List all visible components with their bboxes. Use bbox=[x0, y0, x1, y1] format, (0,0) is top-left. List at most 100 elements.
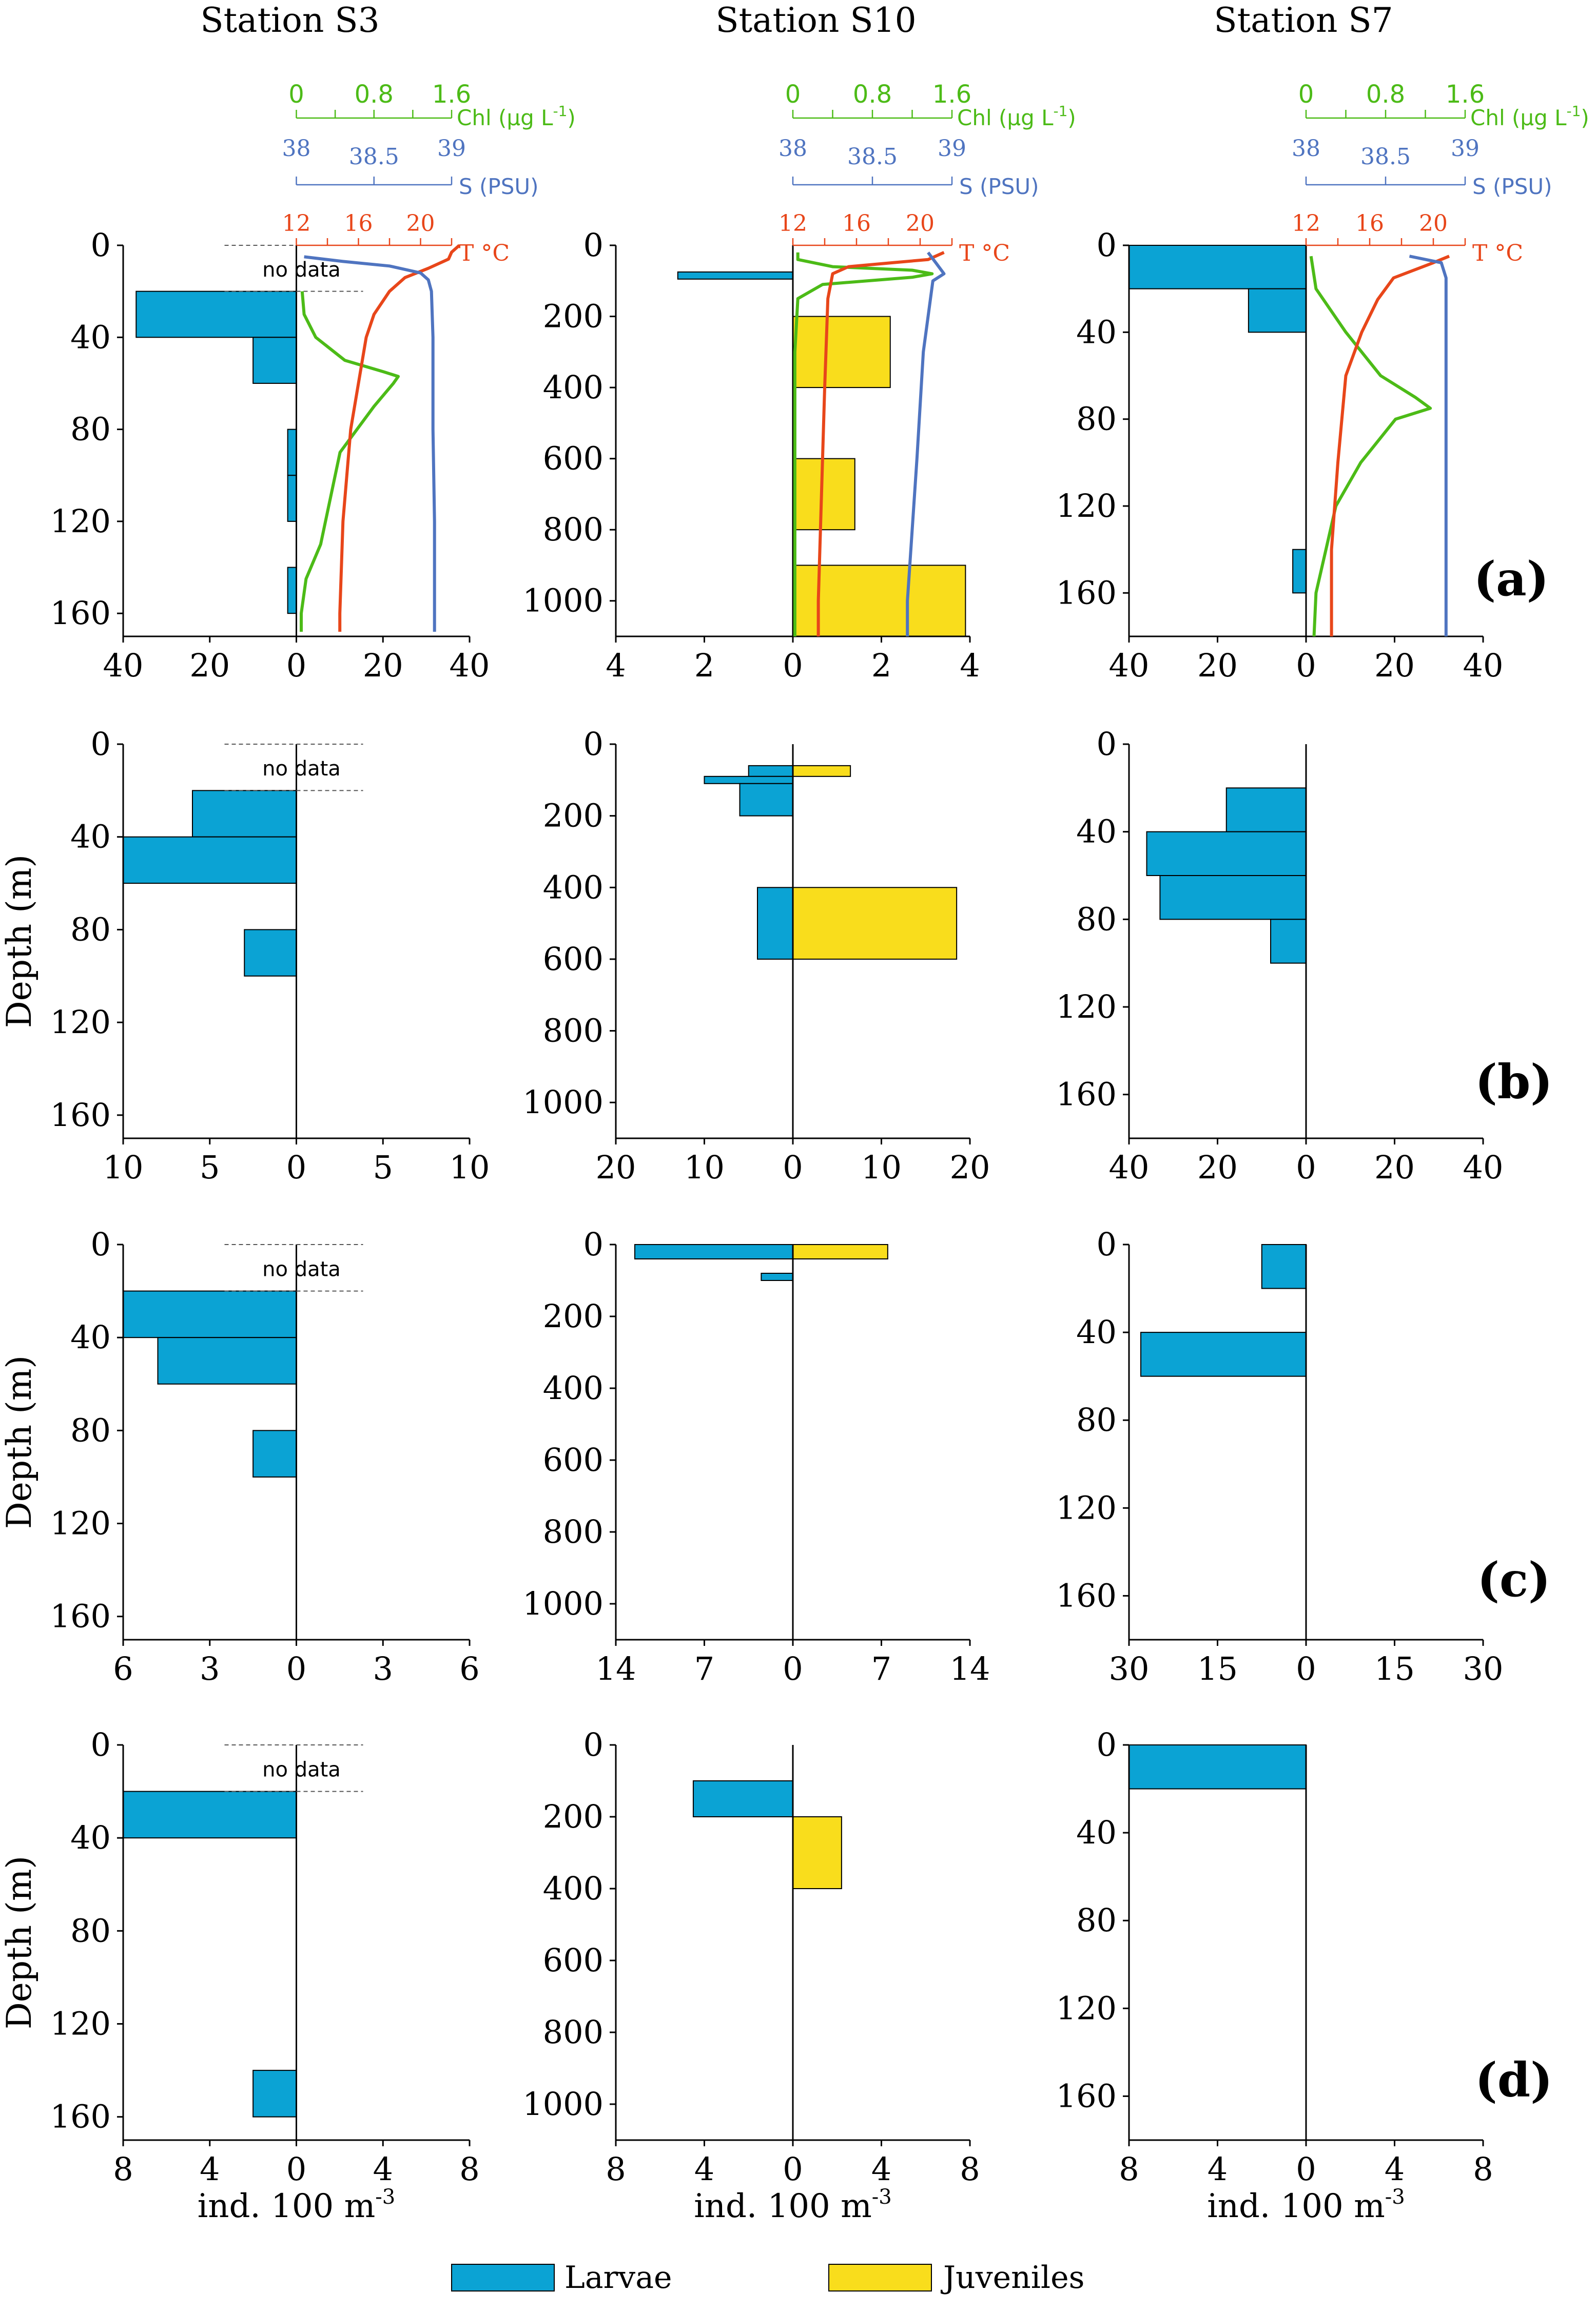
y-tick-label: 40 bbox=[70, 1819, 111, 1856]
x-tick-label: 4 bbox=[1208, 2150, 1228, 2188]
y-tick-label: 600 bbox=[543, 440, 604, 477]
y-tick-label: 160 bbox=[50, 1096, 111, 1134]
x-tick-label: 40 bbox=[1109, 647, 1150, 684]
chl-axis-title-part: -1 bbox=[1566, 103, 1581, 120]
x-tick-label: 7 bbox=[871, 1650, 891, 1687]
sal-tick-label: 39 bbox=[437, 135, 466, 162]
larvae-bar bbox=[761, 1273, 793, 1281]
x-tick-label: 4 bbox=[373, 2150, 393, 2188]
y-tick-label: 1000 bbox=[522, 2085, 604, 2123]
x-tick-label: 10 bbox=[450, 1149, 490, 1186]
temperature-profile-line bbox=[816, 251, 945, 636]
y-tick-label: 40 bbox=[70, 818, 111, 856]
y-tick-label: 80 bbox=[70, 1912, 111, 1949]
station-title-s7: Station S7 bbox=[1214, 1, 1393, 40]
x-tick-label: 4 bbox=[871, 2150, 891, 2188]
x-tick-label: 5 bbox=[373, 1149, 393, 1186]
larvae-bar bbox=[1140, 1332, 1307, 1377]
no-data-label: no data bbox=[262, 258, 341, 282]
chl-axis-title-part: Chl (μg L bbox=[457, 105, 553, 130]
x-tick-label: 40 bbox=[1463, 1149, 1504, 1186]
sal-tick-label: 38.5 bbox=[1360, 144, 1411, 170]
y-tick-label: 160 bbox=[50, 2098, 111, 2135]
y-tick-label: 120 bbox=[50, 1003, 111, 1041]
temp-tick-label: 20 bbox=[406, 210, 435, 237]
juveniles-bar bbox=[792, 565, 966, 637]
larvae-bar bbox=[287, 429, 297, 476]
larvae-bar bbox=[1261, 1244, 1307, 1289]
juveniles-bar bbox=[792, 458, 855, 531]
y-tick-label: 160 bbox=[50, 1598, 111, 1635]
salinity-profile-line bbox=[906, 251, 946, 636]
chlorophyll-profile-line bbox=[1309, 256, 1432, 637]
y-tick-label: 120 bbox=[1056, 487, 1117, 525]
y-tick-label: 80 bbox=[70, 1411, 111, 1449]
chlorophyll-profile-line bbox=[300, 291, 400, 632]
juveniles-bar bbox=[792, 765, 851, 777]
chl-axis-title-part: Chl (μg L bbox=[957, 105, 1054, 130]
y-tick-label: 40 bbox=[1076, 813, 1117, 850]
y-tick-label: 400 bbox=[543, 368, 604, 406]
y-tick-label: 800 bbox=[543, 1513, 604, 1550]
x-tick-label: 8 bbox=[1119, 2150, 1139, 2188]
juveniles-bar bbox=[792, 1244, 888, 1259]
larvae-bar bbox=[123, 1290, 297, 1338]
y-axis-title: Depth (m) bbox=[0, 1856, 39, 2029]
y-tick-label: 120 bbox=[50, 1505, 111, 1542]
temp-tick-label: 16 bbox=[842, 210, 871, 237]
x-tick-label: 0 bbox=[286, 1650, 306, 1687]
larvae-bar bbox=[287, 567, 297, 614]
y-tick-label: 0 bbox=[583, 725, 604, 763]
larvae-bar bbox=[1248, 288, 1307, 333]
no-data-label: no data bbox=[262, 757, 341, 781]
larvae-bar bbox=[244, 929, 297, 977]
juveniles-bar bbox=[792, 1816, 842, 1889]
y-tick-label: 400 bbox=[543, 868, 604, 906]
y-tick-label: 0 bbox=[583, 1226, 604, 1263]
y-tick-label: 80 bbox=[1076, 1401, 1117, 1439]
chl-axis-title: Chl (μg L-1) bbox=[457, 103, 576, 130]
sal-tick-label: 39 bbox=[938, 135, 966, 162]
x-tick-label: 8 bbox=[960, 2150, 980, 2188]
x-tick-label: 0 bbox=[1296, 1650, 1316, 1687]
y-tick-label: 160 bbox=[50, 594, 111, 632]
larvae-bar bbox=[692, 1780, 793, 1817]
y-tick-label: 120 bbox=[1056, 1989, 1117, 2027]
chl-tick-label: 1.6 bbox=[432, 80, 471, 109]
larvae-bar bbox=[287, 475, 297, 522]
chl-axis-title-part: -1 bbox=[553, 103, 567, 120]
x-tick-label: 0 bbox=[286, 647, 306, 684]
y-tick-label: 0 bbox=[91, 1226, 111, 1263]
y-tick-label: 400 bbox=[543, 1369, 604, 1407]
x-tick-label: 8 bbox=[1473, 2150, 1493, 2188]
y-tick-label: 0 bbox=[583, 1726, 604, 1763]
y-tick-label: 200 bbox=[543, 797, 604, 834]
y-tick-label: 40 bbox=[70, 318, 111, 356]
y-tick-label: 120 bbox=[1056, 1489, 1117, 1526]
x-tick-label: 0 bbox=[783, 1149, 803, 1186]
x-tick-label: 0 bbox=[783, 647, 803, 684]
x-tick-label: 0 bbox=[286, 2150, 306, 2188]
salinity-profile-line bbox=[1409, 255, 1448, 636]
x-tick-label: 8 bbox=[459, 2150, 479, 2188]
temperature-profile-line bbox=[338, 244, 461, 632]
x-tick-label: 7 bbox=[694, 1650, 714, 1687]
y-axis-title: Depth (m) bbox=[0, 855, 39, 1028]
juveniles-bar bbox=[792, 316, 891, 389]
y-tick-label: 600 bbox=[543, 940, 604, 978]
row-label: (c) bbox=[1477, 1552, 1550, 1607]
sal-axis-title: S (PSU) bbox=[459, 174, 539, 199]
x-tick-label: 3 bbox=[373, 1650, 393, 1687]
juveniles-bar bbox=[792, 887, 958, 960]
larvae-bar bbox=[1292, 549, 1307, 594]
chl-axis-title-part: ) bbox=[1581, 105, 1589, 130]
larvae-bar bbox=[1270, 919, 1307, 964]
larvae-bar bbox=[748, 765, 793, 777]
x-tick-label: 4 bbox=[694, 2150, 714, 2188]
larvae-bar bbox=[1159, 875, 1307, 920]
no-data-label: no data bbox=[262, 1257, 341, 1281]
larvae-bar bbox=[634, 1244, 793, 1259]
